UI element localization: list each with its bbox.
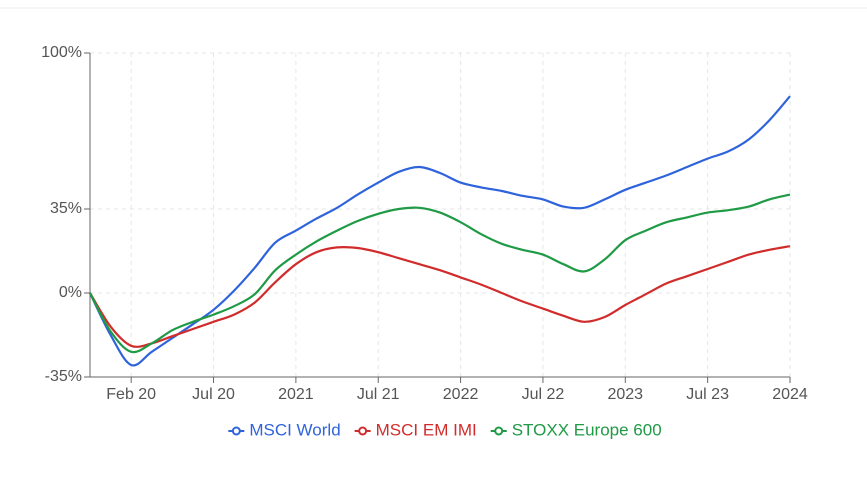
legend-marker xyxy=(231,426,241,436)
x-tick-label: Jul 20 xyxy=(192,386,235,403)
legend-label: MSCI EM IMI xyxy=(376,420,477,439)
x-tick-label: Jul 22 xyxy=(522,386,565,403)
y-tick-label: 0% xyxy=(59,284,82,301)
legend-marker xyxy=(358,426,368,436)
line xyxy=(89,193,791,354)
y-tick-label: 35% xyxy=(50,200,82,217)
line xyxy=(89,245,791,348)
x-tick-label: 2024 xyxy=(772,386,808,403)
x-tick-label: Jul 23 xyxy=(686,386,729,403)
x-tick-label: 2023 xyxy=(607,386,643,403)
x-tick-label: 2021 xyxy=(278,386,314,403)
line xyxy=(89,95,791,367)
legend-label: MSCI World xyxy=(249,420,340,439)
legend-label: STOXX Europe 600 xyxy=(512,420,662,439)
legend-marker xyxy=(494,426,504,436)
x-tick-label: 2022 xyxy=(443,386,479,403)
x-tick-label: Feb 20 xyxy=(106,386,156,403)
y-tick-label: -35% xyxy=(45,368,82,385)
legend: MSCI World MSCI EM IMI STOXX Europe 600 xyxy=(228,420,662,439)
y-tick-label: 100% xyxy=(41,44,82,61)
x-tick-label: Jul 21 xyxy=(357,386,400,403)
